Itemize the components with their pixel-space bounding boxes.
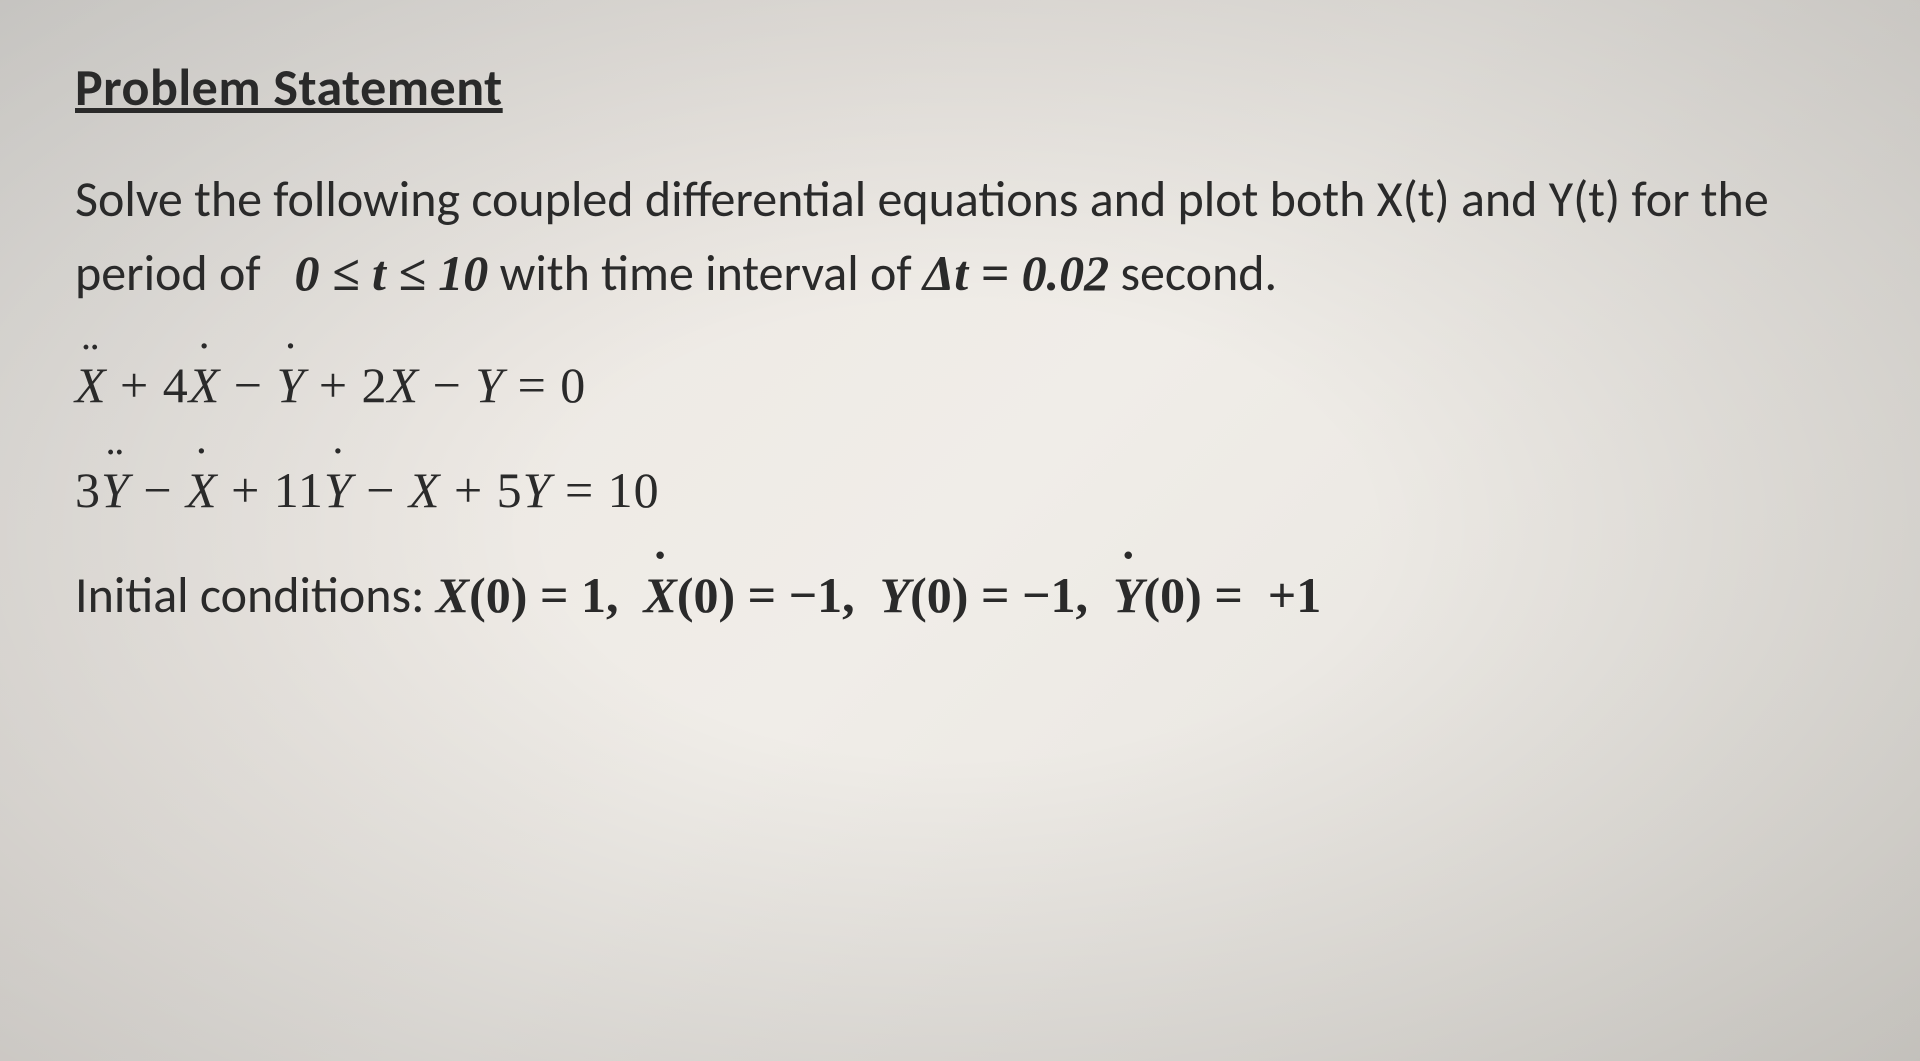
ic-y0-eq: = −1, (968, 567, 1112, 623)
eq2-op2: + 11 (218, 462, 324, 518)
eq1-op2: − (220, 357, 276, 413)
description-text-2: with time interval of (488, 243, 923, 304)
eq2-xdot: X (186, 453, 218, 528)
ic-x0-var: X (436, 567, 469, 623)
eq2-x: X (409, 462, 441, 518)
eq2-rhs: = 10 (551, 462, 659, 518)
delta-t: Δt = 0.02 (923, 245, 1109, 301)
eq2-op4: + 5 (440, 462, 522, 518)
eq1-xddot: X (75, 348, 107, 423)
equation-1: X + 4X − Y + 2X − Y = 0 (75, 348, 1845, 423)
initial-conditions: Initial conditions: X(0) = 1, X(0) = −1,… (75, 558, 1845, 633)
eq1-xdot: X (189, 348, 221, 423)
eq2-yddot: Y (101, 453, 130, 528)
ic-y0-arg: (0) (910, 567, 968, 623)
eq2-op3: − (353, 462, 409, 518)
time-range: 0 ≤ t ≤ 10 (295, 245, 489, 301)
ic-yd0-var: Y (1113, 558, 1144, 633)
eq1-x: X (388, 357, 420, 413)
problem-description: Solve the following coupled differential… (75, 164, 1845, 310)
heading-problem-statement: Problem Statement (75, 55, 1845, 119)
ic-xd0-arg: (0) (677, 567, 735, 623)
eq1-op4: − (419, 357, 475, 413)
description-text-3: second. (1109, 243, 1277, 304)
ic-xd0-var: X (643, 558, 676, 633)
eq1-y: Y (475, 357, 504, 413)
ic-yd0-arg: (0) (1144, 567, 1202, 623)
ic-yd0-eq: = +1 (1202, 567, 1321, 623)
eq1-op1: + 4 (107, 357, 189, 413)
ic-y0-var: Y (880, 567, 911, 623)
eq2-pre: 3 (75, 462, 101, 518)
ic-x0-eq: = 1, (527, 567, 643, 623)
eq1-rhs: = 0 (504, 357, 586, 413)
ic-xd0-eq: = −1, (735, 567, 879, 623)
document-content: Problem Statement Solve the following co… (75, 55, 1845, 633)
eq2-ydot: Y (324, 453, 353, 528)
eq1-ydot: Y (277, 348, 306, 423)
eq1-op3: + 2 (305, 357, 387, 413)
ic-label: Initial conditions: (75, 565, 436, 626)
eq2-op1: − (130, 462, 186, 518)
equation-2: 3Y − X + 11Y − X + 5Y = 10 (75, 453, 1845, 528)
ic-x0-arg: (0) (469, 567, 527, 623)
eq2-y: Y (523, 462, 552, 518)
